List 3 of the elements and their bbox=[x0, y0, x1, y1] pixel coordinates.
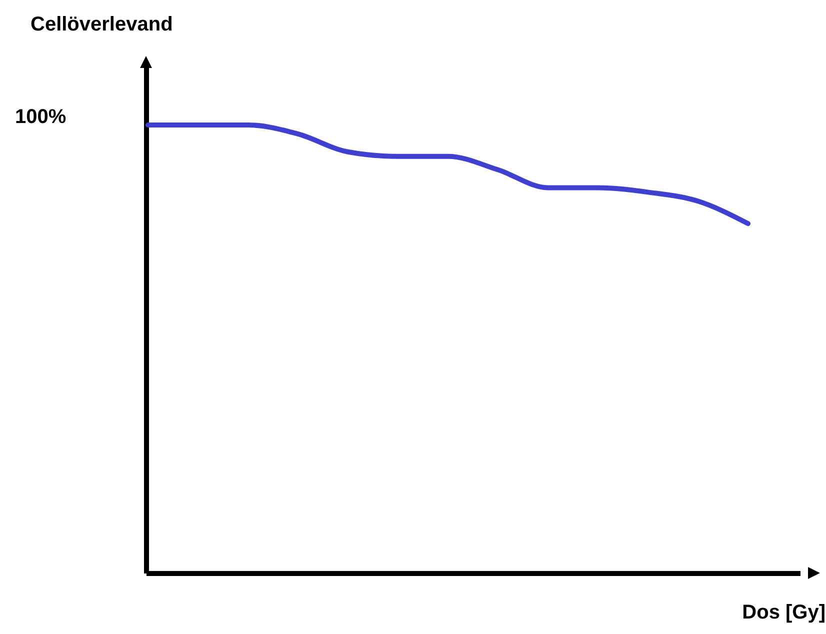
y-axis-title: Cellöverlevand bbox=[30, 14, 173, 36]
text: 100% bbox=[15, 106, 66, 128]
x-axis-title: Dos [Gy] bbox=[742, 602, 826, 624]
